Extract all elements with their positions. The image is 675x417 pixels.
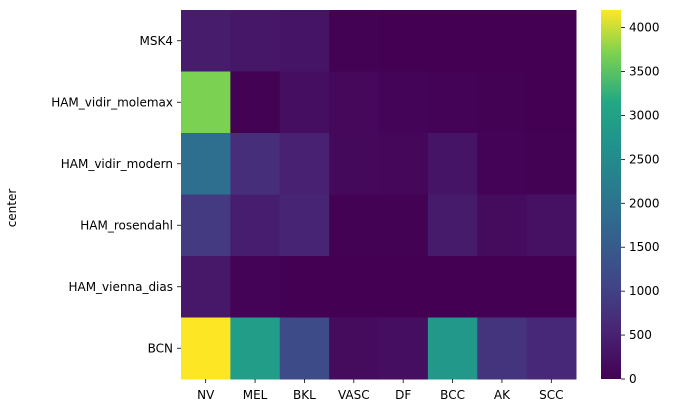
heatmap-cell-HAM_vidir_molemax-MEL [230,71,281,134]
heatmap-cell-HAM_vidir_molemax-VASC [329,71,379,134]
x-axis-ticks: NV MEL BKL VASC DF BCC AK SCC [197,379,564,402]
heatmap-cell-HAM_vidir_molemax-BCC [427,71,478,134]
heatmap-cell-HAM_vidir_modern-MEL [230,133,281,195]
y-tick-label-BCN: BCN [148,341,173,355]
x-tick-label-MEL: MEL [243,388,268,402]
heatmap-cell-HAM_vienna_dias-AK [477,256,528,318]
y-tick-label-HAM_vienna_dias: HAM_vienna_dias [68,280,173,294]
heatmap-cell-MSK4-MEL [230,10,281,72]
heatmap-cell-HAM_rosendahl-MEL [230,194,281,257]
heatmap-cell-BCN-VASC [329,317,379,380]
heatmap-cell-HAM_vienna_dias-VASC [329,256,379,318]
heatmap-cell-HAM_rosendahl-AK [477,194,528,257]
colorbar-tick-label-3500: 3500 [629,65,660,79]
heatmap-cell-BCN-BKL [279,317,330,380]
heatmap-cell-HAM_rosendahl-BCC [427,194,478,257]
heatmap-cell-HAM_vidir_molemax-DF [378,71,429,134]
heatmap-cell-HAM_vienna_dias-NV [181,256,231,318]
heatmap-cell-HAM_rosendahl-VASC [329,194,379,257]
y-tick-label-MSK4: MSK4 [140,34,173,48]
heatmap-cell-MSK4-SCC [526,10,577,72]
heatmap-cell-HAM_vienna_dias-MEL [230,256,281,318]
heatmap-cell-HAM_rosendahl-DF [378,194,429,257]
heatmap-cell-MSK4-BKL [279,10,330,72]
heatmap-cell-HAM_vidir_modern-AK [477,133,528,195]
heatmap-cell-MSK4-DF [378,10,429,72]
heatmap-cell-MSK4-AK [477,10,528,72]
x-tick-label-NV: NV [197,388,215,402]
colorbar-tick-label-1500: 1500 [629,240,660,254]
x-tick-label-AK: AK [494,388,511,402]
y-tick-label-HAM_vidir_modern: HAM_vidir_modern [61,157,173,171]
heatmap-cell-HAM_vidir_modern-BCC [427,133,478,195]
heatmap-cell-HAM_vidir_modern-SCC [526,133,577,195]
heatmap-cell-BCN-DF [378,317,429,380]
heatmap-cell-HAM_rosendahl-BKL [279,194,330,257]
heatmap-cell-HAM_rosendahl-NV [181,194,231,257]
y-tick-label-HAM_vidir_molemax: HAM_vidir_molemax [51,95,173,109]
heatmap-cell-HAM_vidir_molemax-SCC [526,71,577,134]
colorbar-tick-label-1000: 1000 [629,284,660,298]
heatmap-cell-HAM_vidir_modern-NV [181,133,231,195]
heatmap-cell-HAM_rosendahl-SCC [526,194,577,257]
heatmap-cell-HAM_vienna_dias-DF [378,256,429,318]
heatmap-cell-HAM_vienna_dias-SCC [526,256,577,318]
heatmap-cell-BCN-BCC [427,317,478,380]
heatmap-cell-HAM_vidir_modern-VASC [329,133,379,195]
colorbar-gradient [601,10,621,379]
colorbar-tick-label-2000: 2000 [629,196,660,210]
colorbar [601,10,621,379]
heatmap-cell-HAM_vidir_modern-BKL [279,133,330,195]
heatmap-cell-HAM_vienna_dias-BCC [427,256,478,318]
colorbar-tick-label-500: 500 [629,328,652,342]
heatmap-cell-BCN-MEL [230,317,281,380]
heatmap-cell-HAM_vienna_dias-BKL [279,256,330,318]
heatmap-cell-BCN-AK [477,317,528,380]
x-tick-label-BCC: BCC [440,388,465,402]
heatmap-cell-HAM_vidir_molemax-BKL [279,71,330,134]
heatmap-cell-MSK4-VASC [329,10,379,72]
heatmap-cell-BCN-NV [181,317,231,380]
colorbar-tick-label-3000: 3000 [629,108,660,122]
heatmap-cell-HAM_vidir_molemax-AK [477,71,528,134]
x-tick-label-SCC: SCC [539,388,563,402]
colorbar-tick-label-4000: 4000 [629,21,660,35]
heatmap-cells [181,10,577,380]
heatmap-cell-HAM_vidir_modern-DF [378,133,429,195]
colorbar-tick-label-0: 0 [629,372,637,386]
heatmap-cell-MSK4-BCC [427,10,478,72]
x-tick-label-DF: DF [395,388,411,402]
y-axis-label: center [5,189,19,228]
heatmap-cell-BCN-SCC [526,317,577,380]
heatmap-cell-HAM_vidir_molemax-NV [181,71,231,134]
heatmap-cell-MSK4-NV [181,10,231,72]
y-axis-ticks: MSK4 HAM_vidir_molemax HAM_vidir_modern HAM… [51,34,181,355]
x-tick-label-VASC: VASC [338,388,370,402]
colorbar-tick-label-2500: 2500 [629,152,660,166]
y-tick-label-HAM_rosendahl: HAM_rosendahl [80,218,173,232]
colorbar-ticks: 0 500 1000 1500 2000 2500 3000 3500 4000 [621,21,660,386]
x-tick-label-BKL: BKL [293,388,316,402]
